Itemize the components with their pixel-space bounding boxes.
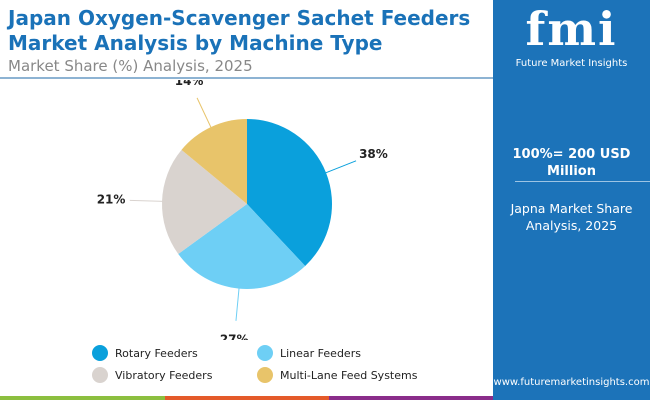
legend-swatch (92, 367, 108, 383)
panel-divider (515, 181, 650, 182)
market-total: 100%= 200 USD Million (512, 147, 631, 179)
leader-line (196, 97, 213, 130)
legend-swatch (257, 367, 273, 383)
fmi-logo: fmi (525, 2, 618, 56)
footer-bar-orange (165, 396, 329, 400)
data-label: 14% (175, 80, 204, 88)
logo-subtitle: Future Market Insights (515, 58, 628, 69)
legend-label: Linear Feeders (280, 346, 361, 360)
legend-swatch (92, 345, 108, 361)
info-panel: fmi Future Market Insights 100%= 200 USD… (493, 0, 650, 400)
website-link[interactable]: www.futuremarketinsights.com (493, 377, 650, 388)
footer-bar-green (0, 396, 165, 400)
pie-slice-2 (162, 149, 247, 254)
pie-slice-0 (247, 119, 332, 266)
legend-item-vibratory: Vibratory Feeders (92, 367, 212, 383)
panel-description: Japna Market Share Analysis, 2025 (510, 201, 633, 233)
divider (0, 77, 495, 79)
data-label: 38% (359, 147, 388, 161)
legend-label: Vibratory Feeders (115, 368, 213, 382)
leader-line (323, 160, 357, 174)
legend-label: Multi-Lane Feed Systems (280, 368, 418, 382)
chart-subtitle: Market Share (%) Analysis, 2025 (8, 57, 253, 75)
chart-title: Japan Oxygen-Scavenger Sachet Feeders Ma… (8, 6, 471, 55)
data-label: 27% (220, 332, 249, 340)
legend-swatch (257, 345, 273, 361)
footer-bar-purple (329, 396, 493, 400)
data-label: 21% (97, 193, 126, 207)
leader-line (129, 199, 165, 202)
legend-label: Rotary Feeders (115, 346, 198, 360)
legend-item-multilane: Multi-Lane Feed Systems (257, 367, 417, 383)
legend-item-rotary: Rotary Feeders (92, 345, 198, 361)
pie-chart: 38% 27% 21% 14% (97, 80, 388, 340)
leader-line (235, 286, 240, 321)
legend-item-linear: Linear Feeders (257, 345, 361, 361)
pie-slice-1 (178, 204, 306, 289)
pie-slice-3 (181, 119, 247, 204)
